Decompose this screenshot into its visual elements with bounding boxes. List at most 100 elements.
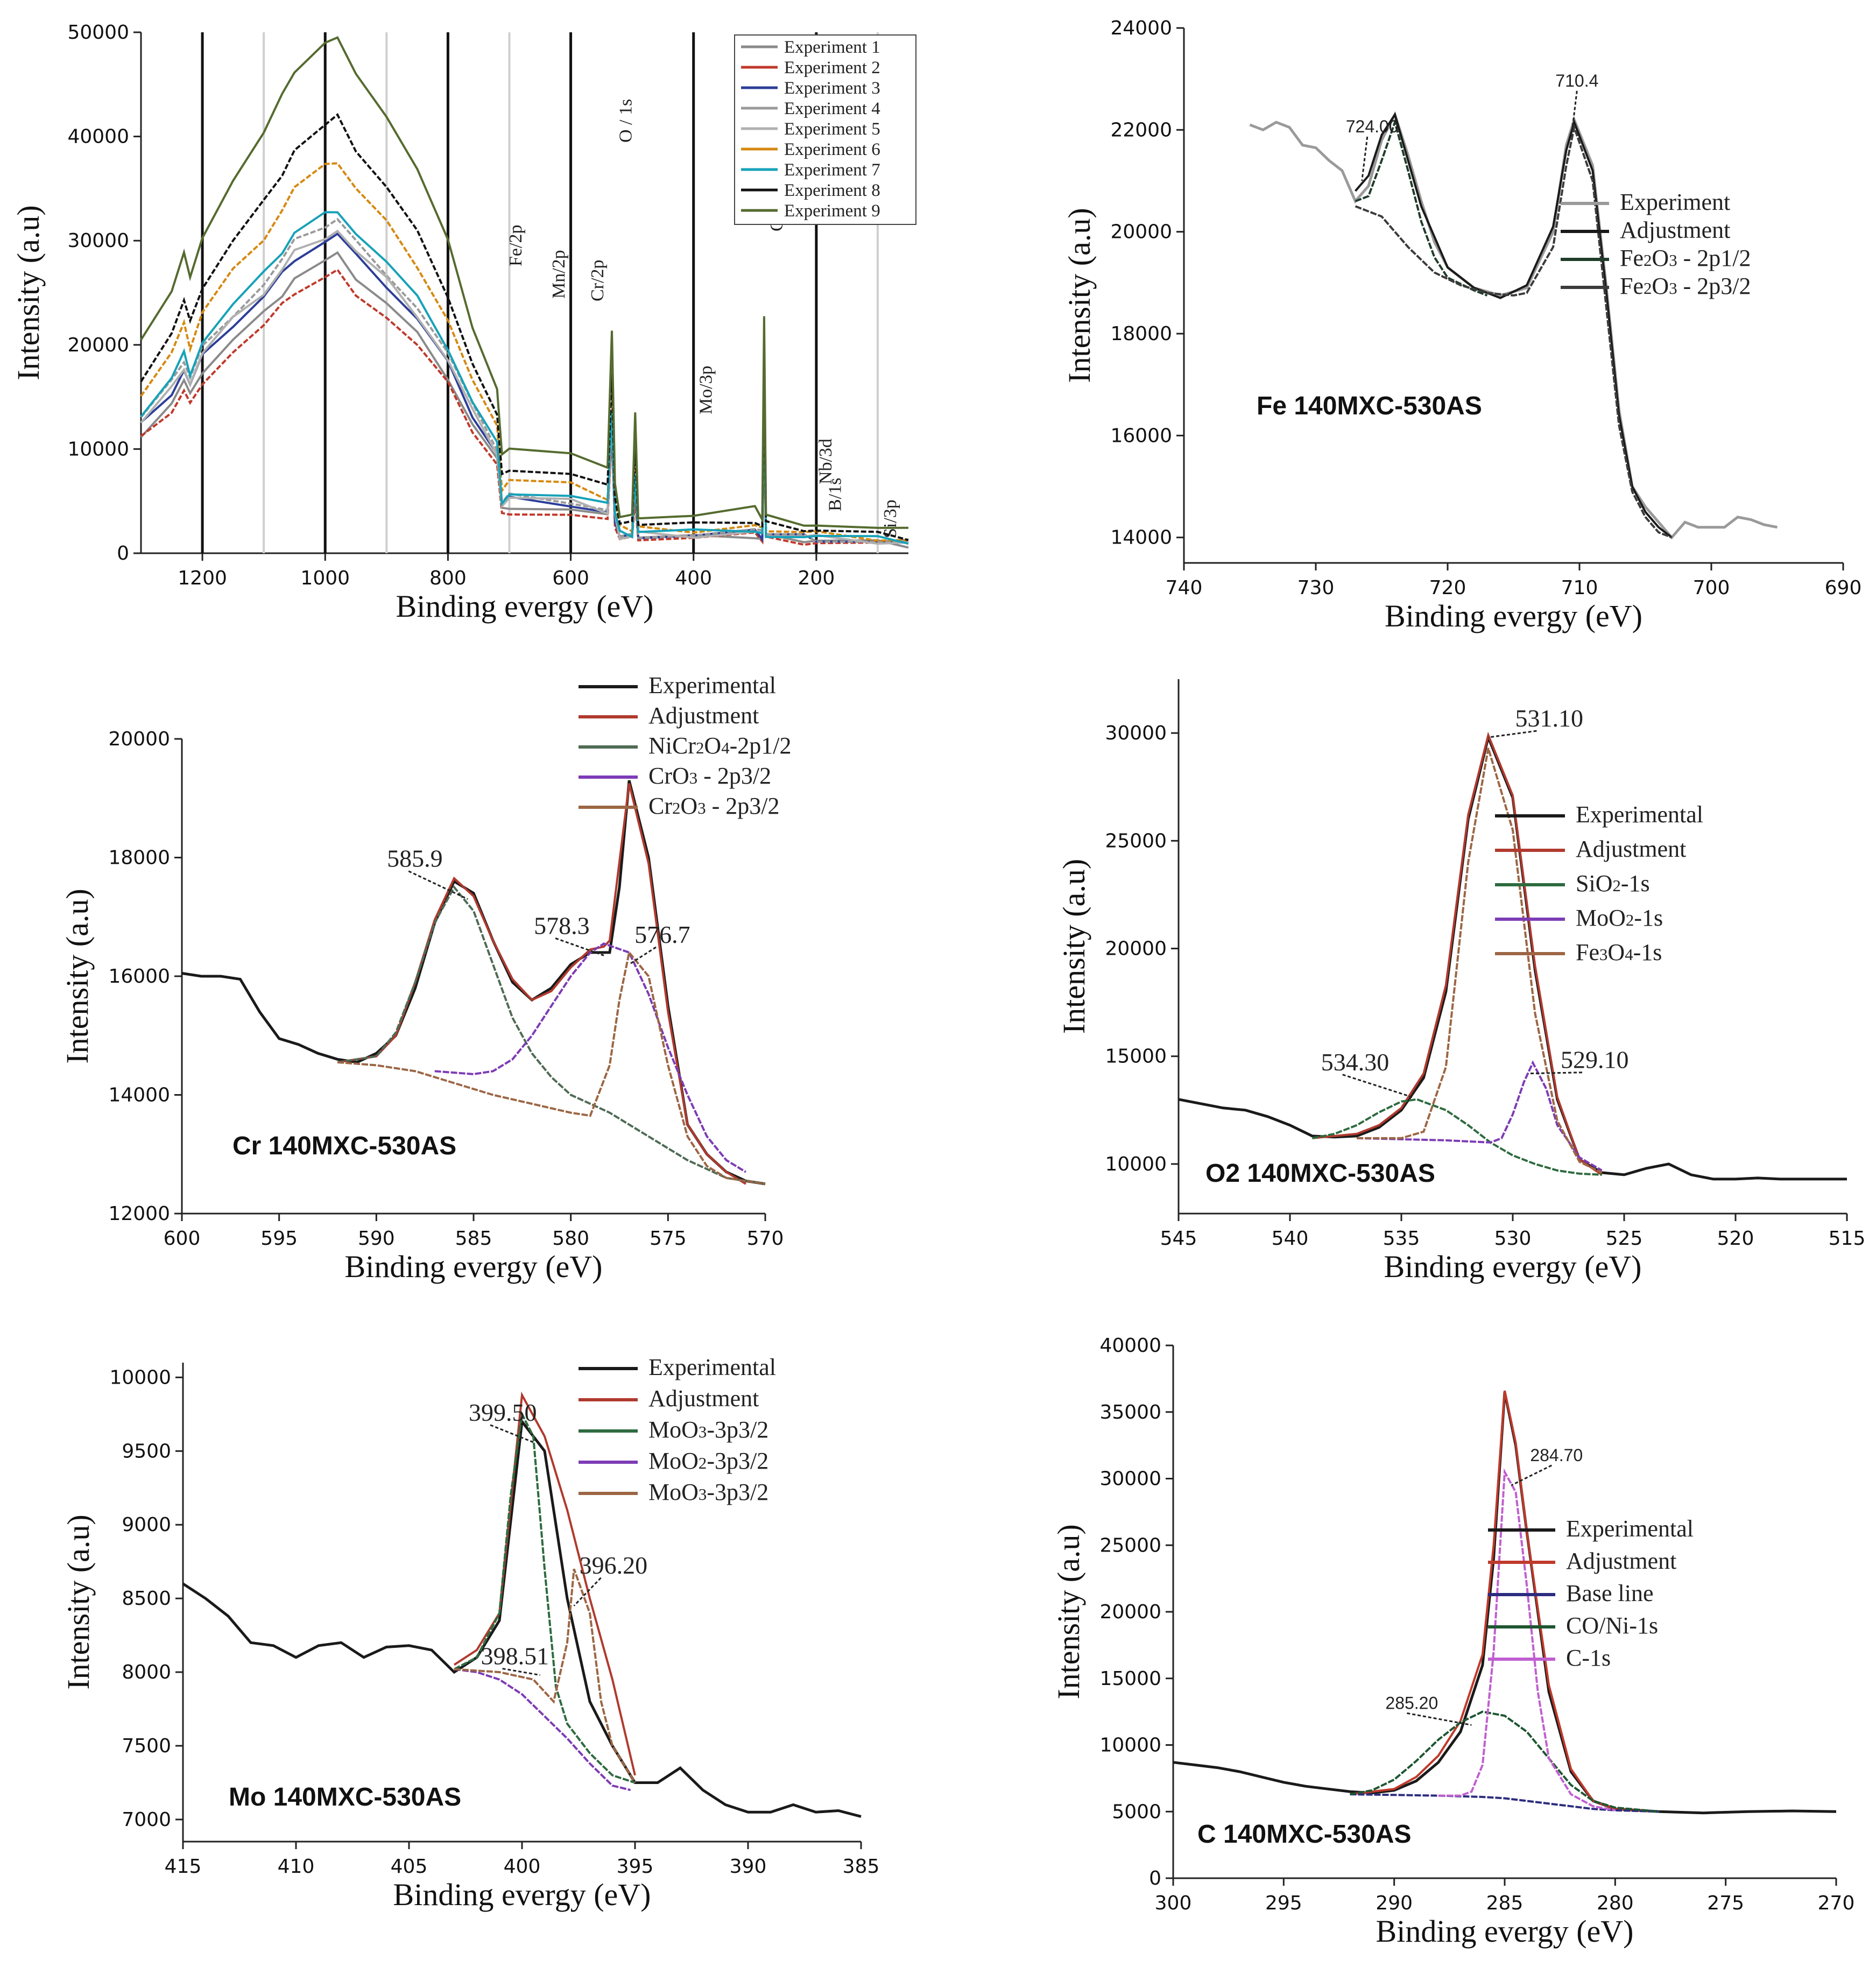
- series-line-5: [1438, 1468, 1616, 1811]
- y-tick-label: 25000: [1105, 830, 1167, 852]
- x-axis-label: Binding evergy (eV): [396, 589, 654, 624]
- series-line-2: [1350, 1390, 1660, 1813]
- series-line-1: [1249, 111, 1778, 540]
- x-tick-label: 595: [260, 1228, 298, 1250]
- x-tick-label: 730: [1297, 577, 1335, 599]
- series-line-1: [140, 251, 909, 549]
- x-tick-label: 405: [391, 1856, 428, 1878]
- legend-entry: Experiment 9: [784, 201, 880, 221]
- x-tick-label: 290: [1376, 1892, 1413, 1914]
- panel-label: Cr 140MXC-530AS: [232, 1132, 456, 1160]
- x-tick-label: 385: [843, 1856, 880, 1878]
- y-axis-label: Intensity (a.u): [1056, 859, 1091, 1034]
- legend-entry: Experimental: [1576, 801, 1703, 828]
- y-tick-label: 20000: [1110, 221, 1172, 243]
- x-tick-label: 585: [455, 1228, 492, 1250]
- legend-entry: Experiment: [1620, 189, 1730, 215]
- panel-o: 545 540 535 530 525 520 515 10000 15000 20000 2500…: [1056, 679, 1865, 1284]
- x-tick-label: 295: [1265, 1892, 1302, 1914]
- peak-annotation: 396.20: [580, 1552, 648, 1579]
- series-line-4: [140, 217, 909, 543]
- series-line-3: [1312, 1098, 1602, 1176]
- legend-entry: Fe3O4-1s: [1576, 939, 1662, 965]
- y-axis-label: Intensity (a.u): [1062, 208, 1097, 383]
- series-line-4: [1357, 1060, 1603, 1172]
- x-tick-label: 275: [1707, 1892, 1744, 1914]
- legend-entry: Experimental: [648, 1354, 776, 1380]
- legend-entry: Cr2O3 - 2p3/2: [648, 793, 779, 819]
- y-tick-label: 8000: [122, 1661, 171, 1683]
- panel-label: Fe 140MXC-530AS: [1257, 392, 1482, 420]
- y-tick-label: 40000: [67, 126, 129, 148]
- y-tick-label: 20000: [1105, 938, 1167, 960]
- annotation-leader: [1407, 1712, 1472, 1726]
- panel-mo: 415 410 405 400 395 390 385 7000 7500 8000 8500 900…: [61, 1354, 879, 1912]
- legend-entry: C-1s: [1566, 1645, 1611, 1671]
- series-line-2: [1312, 731, 1603, 1176]
- panel-c: 300 295 290 285 280 275 270 0 5000 10000 15000 2000…: [1051, 1335, 1854, 1949]
- series-line-3: [454, 1411, 636, 1784]
- series-line-6: [140, 162, 909, 542]
- legend-entry: Adjustment: [1576, 836, 1686, 862]
- series-line-1: [181, 780, 766, 1186]
- x-tick-label: 720: [1429, 577, 1466, 599]
- legend-entry: MoO3-3p3/2: [648, 1479, 768, 1505]
- y-tick-label: 25000: [1099, 1534, 1161, 1556]
- y-tick-label: 10000: [109, 1366, 171, 1388]
- legend-entry: MoO2-3p3/2: [648, 1448, 768, 1474]
- y-tick-label: 10000: [1099, 1735, 1161, 1757]
- x-tick-label: 740: [1166, 577, 1203, 599]
- y-tick-label: 7500: [122, 1735, 171, 1757]
- x-tick-label: 800: [429, 567, 467, 589]
- element-label: Nb/3d: [816, 439, 836, 484]
- series-line-3: [1350, 1793, 1660, 1813]
- x-tick-label: 570: [747, 1228, 784, 1250]
- series-line-3: [337, 885, 766, 1185]
- annotation-leader: [573, 1577, 602, 1606]
- peak-annotation: 710.4: [1555, 71, 1598, 90]
- annotation-leader: [1570, 90, 1578, 135]
- y-axis-label: Intensity (a.u): [60, 889, 95, 1063]
- peak-annotation: 576.7: [634, 921, 690, 948]
- legend-entry: Adjustment: [1566, 1548, 1676, 1574]
- panel-label: C 140MXC-530AS: [1197, 1820, 1412, 1849]
- x-tick-label: 590: [358, 1228, 395, 1250]
- peak-annotation: 285.20: [1385, 1693, 1438, 1712]
- series-line-4: [1350, 1710, 1660, 1813]
- x-tick-label: 700: [1693, 577, 1730, 599]
- x-axis-label: Binding evergy (eV): [345, 1249, 603, 1284]
- series-line-2: [140, 268, 909, 546]
- element-label: Fe/2p: [506, 225, 526, 266]
- legend-entry: NiCr2O4-2p1/2: [648, 732, 791, 759]
- y-tick-label: 10000: [67, 438, 129, 460]
- annotation-leader: [1361, 136, 1369, 181]
- annotation-leader: [490, 1424, 534, 1443]
- annotation-leader: [1342, 1074, 1413, 1098]
- x-tick-label: 270: [1818, 1892, 1855, 1914]
- legend-entry: MoO3-3p3/2: [648, 1416, 768, 1443]
- element-label: Mn/2p: [549, 250, 569, 299]
- series-line-2: [453, 1391, 636, 1776]
- series-line-4: [434, 942, 746, 1173]
- element-label: O / 1s: [616, 99, 636, 143]
- legend-entry: Experiment 6: [784, 140, 880, 159]
- x-tick-label: 1200: [178, 567, 227, 589]
- legend-entry: Base line: [1566, 1580, 1654, 1606]
- y-axis-label: Intensity (a.u): [1051, 1524, 1086, 1699]
- y-tick-label: 5000: [1112, 1801, 1161, 1823]
- y-tick-label: 30000: [1105, 722, 1167, 744]
- y-tick-label: 9000: [122, 1514, 171, 1536]
- y-axis-label: Intensity (a.u): [11, 205, 46, 380]
- y-tick-label: 8500: [122, 1588, 171, 1610]
- peak-annotation: 534.30: [1321, 1048, 1390, 1076]
- panel-cr: 600 595 590 585 580 575 570 12000 14000 16000 1800…: [60, 672, 791, 1284]
- series-line-1: [1173, 1392, 1837, 1815]
- legend-entry: CO/Ni-1s: [1566, 1612, 1658, 1639]
- peak-annotation: 724.00: [1346, 117, 1399, 136]
- y-tick-label: 14000: [108, 1084, 170, 1106]
- legend-entry: Adjustment: [648, 1385, 759, 1412]
- y-tick-label: 30000: [67, 230, 129, 252]
- x-tick-label: 575: [650, 1228, 687, 1250]
- x-tick-label: 410: [278, 1856, 315, 1878]
- x-tick-label: 530: [1494, 1228, 1532, 1250]
